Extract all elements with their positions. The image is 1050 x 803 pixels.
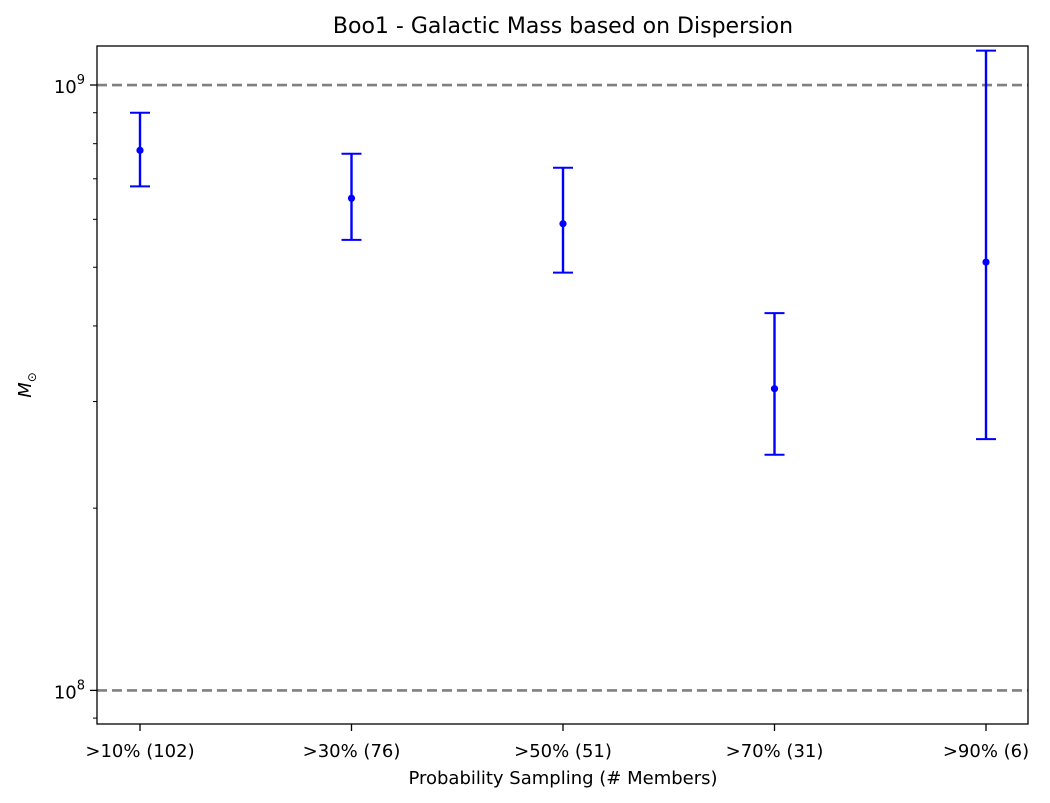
errorbar-4: [976, 49, 996, 441]
errorbar-0: [130, 111, 150, 188]
errorbar-1: [341, 152, 362, 241]
data-marks: [130, 49, 996, 456]
y-axis-label-symbol: M: [15, 382, 36, 398]
y-axis: 108 109: [54, 73, 97, 719]
x-axis: >10% (102) >30% (76) >50% (51) >70% (31) >90…: [85, 724, 1029, 762]
data-point-1: [347, 194, 356, 202]
data-point-2: [559, 220, 567, 228]
x-tick-label-2: >50% (51): [514, 741, 612, 762]
y-axis-label-subscript: ⊙: [25, 372, 39, 382]
errorbar-3: [764, 312, 785, 456]
y-tick-label-0: 108: [54, 678, 85, 703]
data-point-4: [982, 258, 990, 266]
reference-lines: [97, 83, 1028, 692]
chart-title: Boo1 - Galactic Mass based on Dispersion: [333, 14, 793, 39]
x-tick-label-0: >10% (102): [85, 741, 194, 762]
x-tick-label-1: >30% (76): [303, 741, 401, 762]
y-axis-label: M⊙: [15, 372, 39, 398]
x-tick-label-4: >90% (6): [943, 741, 1029, 762]
y-tick-label-1: 109: [54, 73, 85, 98]
data-point-0: [136, 146, 144, 154]
plot-frame: [96, 45, 1029, 725]
x-tick-label-3: >70% (31): [726, 741, 824, 762]
data-point-3: [770, 385, 779, 393]
x-axis-label: Probability Sampling (# Members): [408, 768, 717, 789]
errorbar-2: [553, 166, 573, 274]
